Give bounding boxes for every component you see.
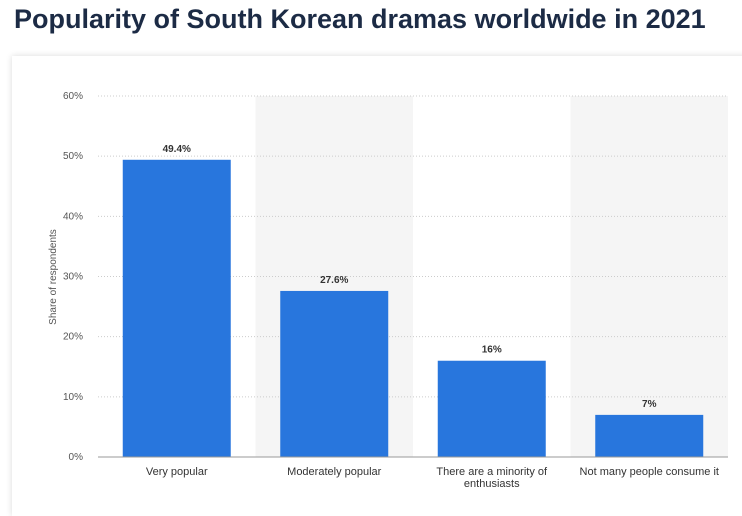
y-tick-label: 20% — [63, 332, 83, 343]
bar — [595, 414, 704, 457]
value-label: 27.6% — [320, 275, 348, 286]
y-axis-title: Share of respondents — [48, 229, 59, 325]
bar — [122, 159, 231, 457]
value-label: 7% — [642, 399, 657, 410]
y-tick-label: 60% — [63, 91, 83, 102]
y-tick-label: 40% — [63, 211, 83, 222]
y-tick-label: 0% — [69, 452, 84, 463]
x-tick-label: Moderately popular — [287, 466, 382, 478]
x-tick-label: There are a minority of enthusiasts — [436, 466, 548, 490]
y-tick-label: 10% — [63, 392, 83, 403]
x-tick-label: Very popular — [145, 466, 208, 478]
x-tick-label: Not many people consume it — [579, 466, 719, 478]
y-tick-label: 30% — [63, 272, 83, 283]
value-label: 49.4% — [163, 144, 191, 155]
value-label: 16% — [482, 345, 502, 356]
y-tick-label: 50% — [63, 151, 83, 162]
bar — [280, 290, 389, 457]
bar — [437, 360, 546, 457]
chart-title: Popularity of South Korean dramas worldw… — [14, 4, 706, 34]
